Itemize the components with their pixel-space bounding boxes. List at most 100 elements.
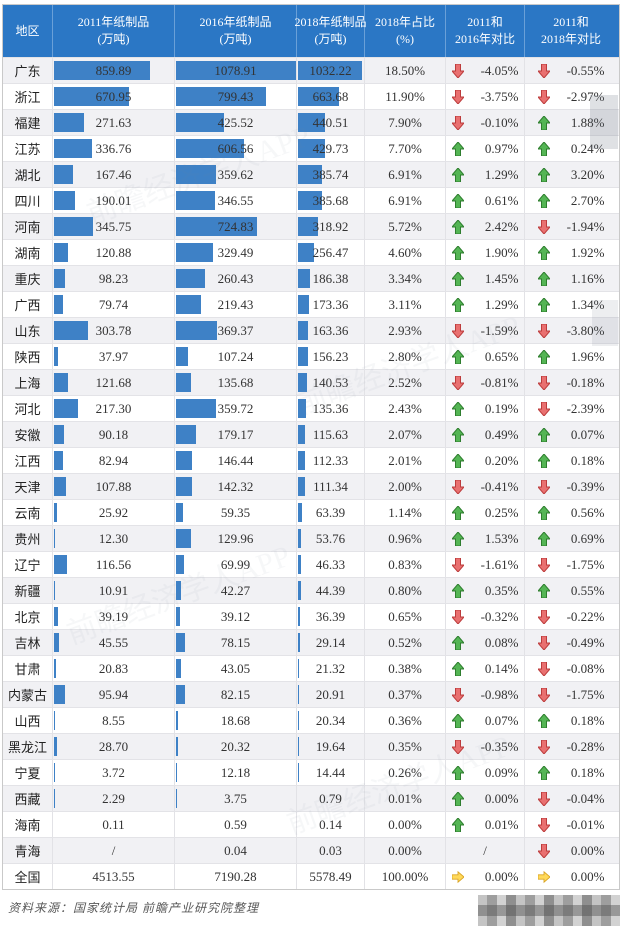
v2011-data-bar — [54, 321, 89, 340]
cmp2018-cell: 1.96% — [525, 344, 617, 369]
cmp2016-cell: 2.42% — [446, 214, 525, 239]
v2016-value: 425.52 — [217, 114, 254, 130]
cmp2016-cell: -0.32% — [446, 604, 525, 629]
v2011-value: 90.18 — [98, 426, 129, 442]
share-value: 2.43% — [388, 400, 422, 416]
v2018-data-bar — [298, 269, 310, 288]
header-cell-v2011: 2011年纸制品 (万吨) — [53, 5, 175, 57]
v2011-cell: 25.92 — [53, 500, 175, 525]
up-arrow-icon — [451, 531, 464, 546]
down-arrow-icon — [537, 323, 550, 338]
up-arrow-icon — [451, 193, 464, 208]
share-value: 2.07% — [388, 426, 422, 442]
v2016-data-bar — [176, 139, 245, 158]
region-label: 贵州 — [14, 532, 41, 547]
v2018-value: 63.39 — [315, 504, 346, 520]
region-cell: 新疆 — [3, 578, 53, 603]
down-arrow-icon — [537, 63, 550, 78]
cmp2016-cell: -0.81% — [446, 370, 525, 395]
region-cell: 重庆 — [3, 266, 53, 291]
region-cell: 海南 — [3, 812, 53, 837]
v2016-cell: 129.96 — [175, 526, 297, 551]
v2018-data-bar — [298, 243, 314, 262]
v2016-cell: 59.35 — [175, 500, 297, 525]
v2011-cell: 107.88 — [53, 474, 175, 499]
share-cell: 2.93% — [365, 318, 446, 343]
v2011-value: 37.97 — [98, 348, 129, 364]
header-cell-share: 2018年占比 (%) — [365, 5, 446, 57]
v2011-data-bar — [54, 113, 85, 132]
v2016-value: 0.04 — [224, 842, 247, 858]
share-cell: 6.91% — [365, 188, 446, 213]
v2016-value: 7190.28 — [214, 868, 257, 884]
v2018-cell: 163.36 — [297, 318, 365, 343]
share-cell: 2.43% — [365, 396, 446, 421]
table-row: 西藏 2.29 3.75 0.79 0.01% 0.00% -0.04% — [3, 785, 619, 811]
v2011-value: 95.94 — [98, 686, 129, 702]
v2018-cell: 318.92 — [297, 214, 365, 239]
v2016-data-bar — [176, 295, 201, 314]
v2011-cell: 271.63 — [53, 110, 175, 135]
cmp2016-value: 0.07% — [484, 712, 519, 728]
v2011-cell: 190.01 — [53, 188, 175, 213]
share-value: 6.91% — [388, 166, 422, 182]
cmp2018-cell: 0.00% — [525, 864, 617, 889]
region-label: 天津 — [14, 480, 41, 495]
up-arrow-icon — [537, 141, 550, 156]
share-value: 4.60% — [388, 244, 422, 260]
cmp2018-value: -0.18% — [566, 374, 605, 390]
share-value: 2.01% — [388, 452, 422, 468]
share-value: 0.38% — [388, 660, 422, 676]
up-arrow-icon — [451, 349, 464, 364]
share-value: 18.50% — [384, 62, 426, 78]
v2011-data-bar — [54, 477, 67, 496]
region-label: 河北 — [14, 402, 41, 417]
v2016-data-bar — [176, 61, 296, 80]
table-row: 内蒙古 95.94 82.15 20.91 0.37% -0.98% -1.75% — [3, 681, 619, 707]
v2018-data-bar — [298, 685, 300, 704]
v2018-cell: 53.76 — [297, 526, 365, 551]
share-cell: 0.00% — [365, 812, 446, 837]
v2018-cell: 14.44 — [297, 760, 365, 785]
cmp2016-value: -1.59% — [480, 322, 519, 338]
region-label: 湖南 — [14, 246, 41, 261]
header-line2: (万吨) — [219, 32, 252, 46]
v2016-cell: 135.68 — [175, 370, 297, 395]
down-arrow-icon — [451, 323, 464, 338]
cmp2018-cell: 1.16% — [525, 266, 617, 291]
v2018-value: 663.68 — [312, 88, 349, 104]
cmp2018-value: -0.08% — [566, 660, 605, 676]
cmp2018-value: -0.22% — [566, 608, 605, 624]
v2011-value: 121.68 — [95, 374, 132, 390]
down-arrow-icon — [451, 89, 464, 104]
down-arrow-icon — [451, 115, 464, 130]
down-arrow-icon — [537, 401, 550, 416]
region-cell: 陕西 — [3, 344, 53, 369]
v2018-cell: 1032.22 — [297, 58, 365, 83]
v2011-cell: 345.75 — [53, 214, 175, 239]
header-line1: 2018年占比 — [374, 15, 435, 29]
cmp2018-value: 0.00% — [570, 868, 605, 884]
v2011-data-bar — [54, 61, 151, 80]
v2016-data-bar — [176, 321, 218, 340]
table-row: 吉林 45.55 78.15 29.14 0.52% 0.08% -0.49% — [3, 629, 619, 655]
v2018-value: 111.34 — [313, 478, 348, 494]
v2011-cell: 2.29 — [53, 786, 175, 811]
cmp2018-value: -0.39% — [566, 478, 605, 494]
v2011-data-bar — [54, 633, 60, 652]
down-arrow-icon — [451, 375, 464, 390]
cmp2016-value: / — [483, 842, 487, 858]
v2011-cell: 859.89 — [53, 58, 175, 83]
region-label: 辽宁 — [14, 558, 41, 573]
cmp2016-value: 0.25% — [484, 504, 519, 520]
share-cell: 11.90% — [365, 84, 446, 109]
v2018-cell: 5578.49 — [297, 864, 365, 889]
cmp2016-cell: -0.10% — [446, 110, 525, 135]
region-cell: 江苏 — [3, 136, 53, 161]
header-line1: 2011年纸制品 — [77, 15, 150, 29]
v2016-value: 179.17 — [217, 426, 254, 442]
up-arrow-icon — [451, 401, 464, 416]
table-row: 河北 217.30 359.72 135.36 2.43% 0.19% -2.39% — [3, 395, 619, 421]
region-cell: 贵州 — [3, 526, 53, 551]
region-label: 西藏 — [14, 792, 41, 807]
